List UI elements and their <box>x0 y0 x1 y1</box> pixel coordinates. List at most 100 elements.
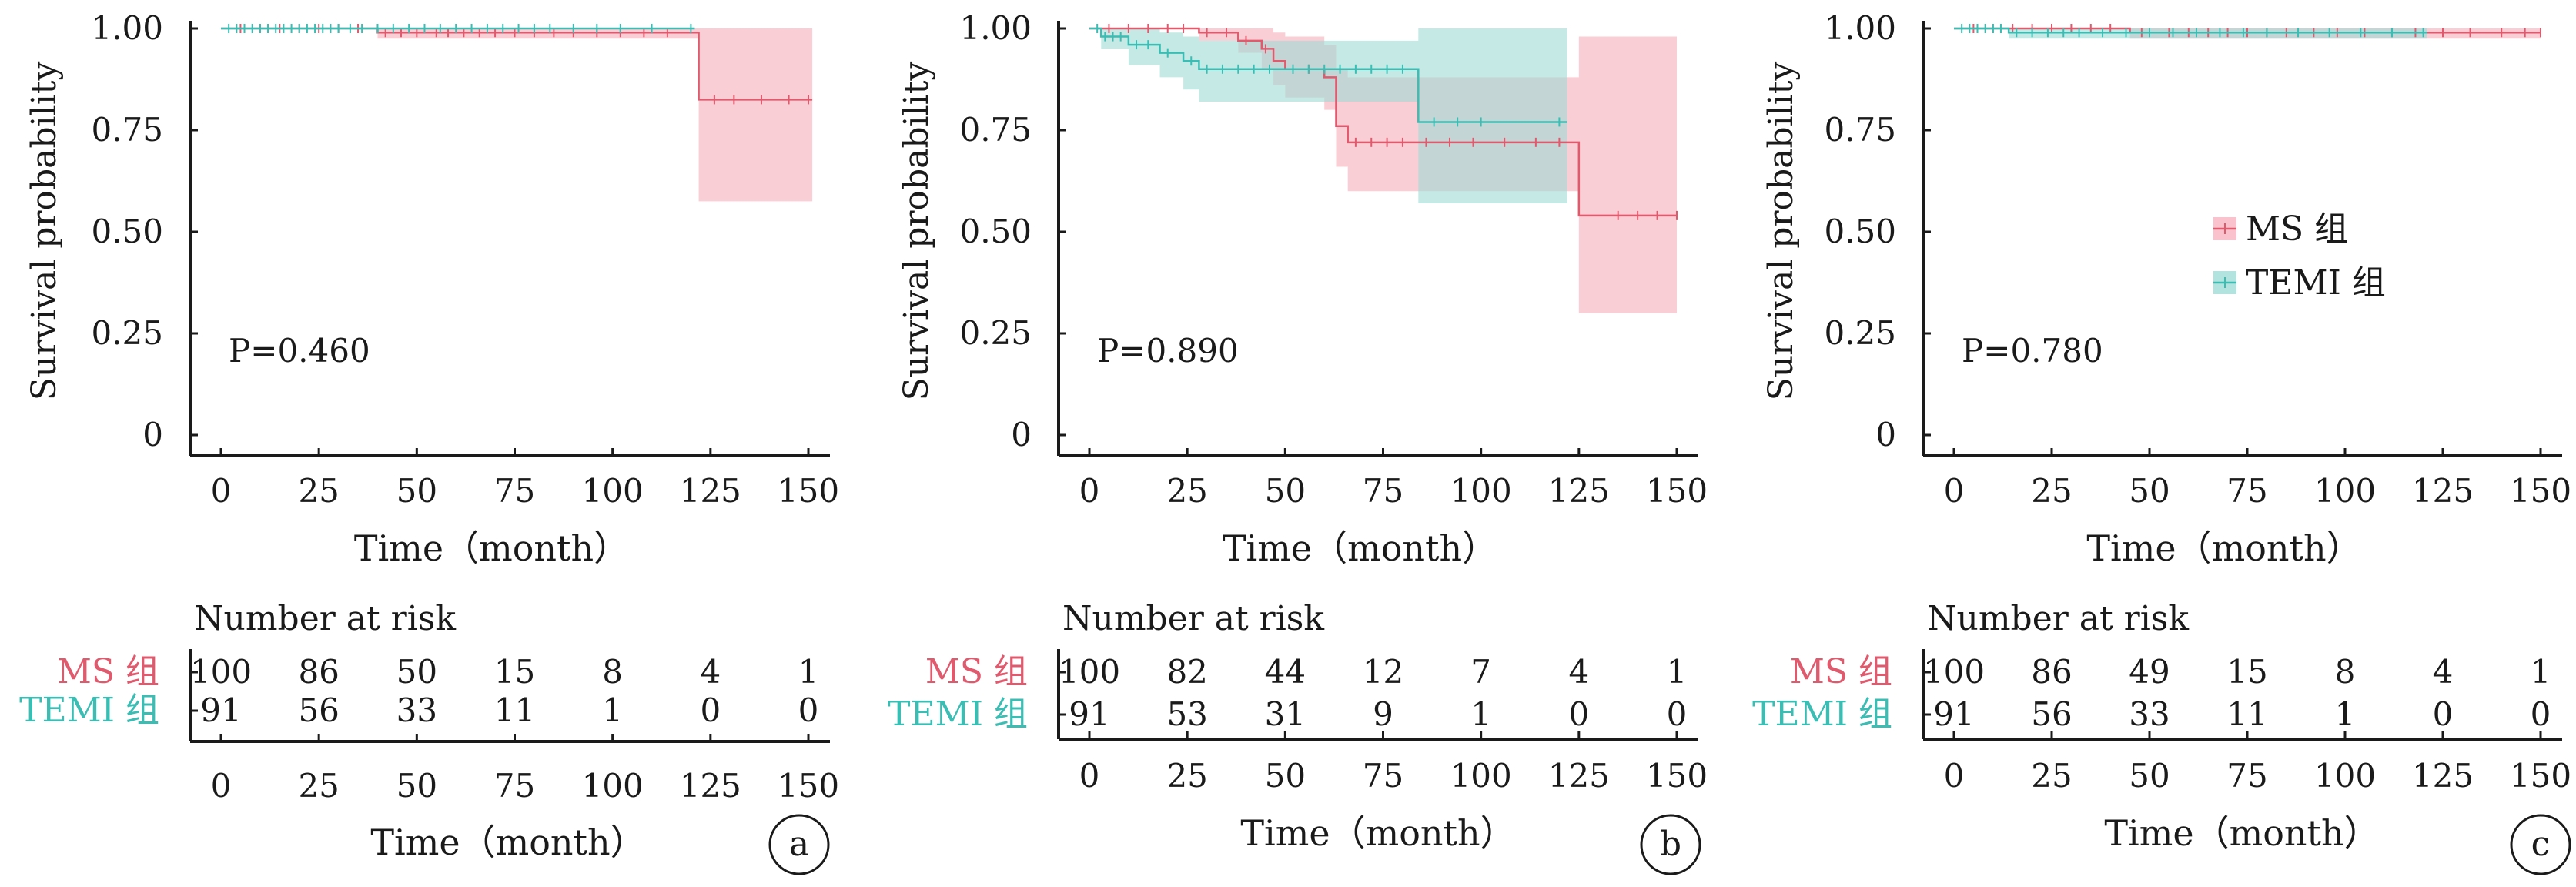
risk-x-tick-label: 0 <box>1079 757 1100 795</box>
risk-value: 1 <box>1667 653 1688 691</box>
panel-label-circle <box>2510 814 2571 875</box>
x-tick-label: 75 <box>1363 472 1403 510</box>
p-value-label: P=0.890 <box>1097 332 1239 370</box>
risk-value: 53 <box>1166 695 1207 733</box>
risk-value: 0 <box>2531 695 2551 733</box>
risk-value: 33 <box>2129 695 2170 733</box>
risk-value: 8 <box>2335 653 2356 691</box>
y-tick-label: 0.50 <box>959 213 1032 250</box>
risk-value: 100 <box>190 653 252 691</box>
x-tick-label: 125 <box>680 472 741 510</box>
risk-x-axis-label: Time（month） <box>2104 812 2379 854</box>
x-tick-label: 50 <box>396 472 437 510</box>
x-tick-label: 100 <box>2314 472 2376 510</box>
risk-row-name: MS 组 <box>925 652 1028 691</box>
p-value-label: P=0.780 <box>1962 332 2103 370</box>
risk-value: 86 <box>298 653 339 691</box>
risk-value: 0 <box>1667 695 1688 733</box>
risk-value: 4 <box>2433 653 2454 691</box>
risk-table-title: Number at risk <box>194 599 456 638</box>
risk-value: 82 <box>1166 653 1207 691</box>
y-tick-label: 0.75 <box>959 111 1032 149</box>
x-tick-label: 0 <box>1079 472 1100 510</box>
x-tick-label: 150 <box>1646 472 1708 510</box>
y-tick-label: 0.75 <box>91 111 163 149</box>
risk-x-tick-label: 75 <box>494 767 535 805</box>
risk-x-tick-label: 100 <box>582 767 644 805</box>
risk-x-tick-label: 125 <box>680 767 741 805</box>
risk-row-name: MS 组 <box>57 652 159 691</box>
risk-value: 50 <box>396 653 437 691</box>
y-tick-label: 0 <box>1011 416 1032 454</box>
risk-row-name: TEMI 组 <box>888 695 1028 734</box>
x-tick-label: 50 <box>1265 472 1306 510</box>
x-tick-label: 100 <box>1450 472 1512 510</box>
risk-x-tick-label: 150 <box>1646 757 1708 795</box>
risk-x-tick-label: 25 <box>2031 757 2072 795</box>
x-axis-label: Time（month） <box>2086 527 2361 569</box>
x-axis-label: Time（month） <box>354 527 629 569</box>
x-tick-label: 150 <box>778 472 839 510</box>
risk-value: 1 <box>2531 653 2551 691</box>
risk-value: 91 <box>1933 695 1974 733</box>
risk-value: 1 <box>602 691 623 729</box>
risk-value: 8 <box>602 653 623 691</box>
risk-value: 0 <box>798 691 819 729</box>
risk-value: 0 <box>700 691 721 729</box>
y-tick-label: 1.00 <box>959 9 1032 47</box>
y-tick-label: 0.50 <box>91 213 163 250</box>
p-value-label: P=0.460 <box>229 332 370 370</box>
risk-value: 31 <box>1265 695 1306 733</box>
y-tick-label: 1.00 <box>1824 9 1896 47</box>
risk-value: 11 <box>2226 695 2267 733</box>
risk-table-title: Number at risk <box>1927 599 2189 638</box>
survival-line-temi <box>1954 27 2427 34</box>
risk-value: 11 <box>494 691 535 729</box>
risk-x-tick-label: 50 <box>396 767 437 805</box>
ci-band-temi <box>1101 28 1567 204</box>
risk-x-tick-label: 150 <box>2510 757 2571 795</box>
risk-row-name: MS 组 <box>1790 652 1892 691</box>
risk-value: 7 <box>1470 653 1491 691</box>
risk-x-tick-label: 25 <box>1166 757 1207 795</box>
legend-entry: MS 组 <box>2246 209 2348 249</box>
y-tick-label: 0 <box>1875 416 1896 454</box>
x-tick-label: 25 <box>2031 472 2072 510</box>
y-tick-label: 0 <box>142 416 163 454</box>
risk-value: 86 <box>2031 653 2072 691</box>
risk-x-tick-label: 50 <box>2129 757 2170 795</box>
risk-x-tick-label: 0 <box>1944 757 1965 795</box>
risk-row-name: TEMI 组 <box>1752 695 1892 734</box>
survival-line-ms <box>1089 27 1677 217</box>
legend-entry: TEMI 组 <box>2246 263 2386 303</box>
risk-x-tick-label: 75 <box>2226 757 2267 795</box>
km-panel-b: 0 25 50 75 100 125 15000.250.500.751.00Surviva… <box>888 9 1708 875</box>
risk-value: 0 <box>1568 695 1589 733</box>
risk-value: 4 <box>1568 653 1589 691</box>
x-tick-label: 0 <box>211 472 232 510</box>
x-tick-label: 0 <box>1944 472 1965 510</box>
panel-label: b <box>1660 825 1681 864</box>
y-tick-label: 1.00 <box>91 9 163 47</box>
panel-label: c <box>2531 825 2551 864</box>
y-axis-label: Survival probability <box>897 62 936 401</box>
panel-label: a <box>789 825 809 864</box>
risk-x-tick-label: 100 <box>1450 757 1512 795</box>
risk-x-tick-label: 0 <box>211 767 232 805</box>
risk-row-name: TEMI 组 <box>19 691 159 730</box>
risk-value: 91 <box>1069 695 1109 733</box>
risk-x-tick-label: 25 <box>298 767 339 805</box>
y-axis-label: Survival probability <box>25 62 64 401</box>
risk-x-axis-label: Time（month） <box>1240 812 1515 854</box>
risk-value: 91 <box>200 691 241 729</box>
x-tick-label: 50 <box>2129 472 2170 510</box>
panel-label-circle <box>768 814 830 875</box>
risk-value: 15 <box>494 653 535 691</box>
risk-x-tick-label: 100 <box>2314 757 2376 795</box>
km-panel-a: 0 25 50 75 100 125 15000.250.500.751.00Surviva… <box>19 9 839 875</box>
risk-value: 15 <box>2226 653 2267 691</box>
